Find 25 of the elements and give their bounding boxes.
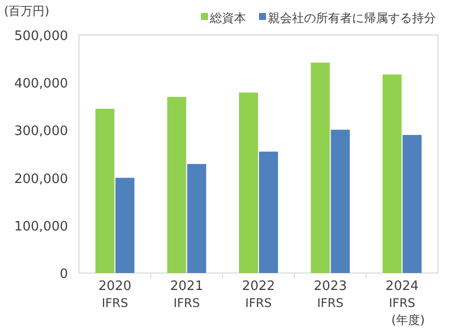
bar (115, 178, 134, 273)
legend-label: 親会社の所有者に帰属する持分 (268, 11, 436, 25)
bar (310, 62, 330, 273)
x-tick-label: 2023 IFRS (314, 279, 347, 310)
legend-label: 総資本 (209, 11, 246, 25)
x-axis-title: (年度) (391, 313, 425, 327)
x-tick-label: 2021 IFRS (170, 279, 204, 310)
x-tick-label: 2020 IFRS (98, 279, 132, 310)
bar (259, 152, 278, 273)
y-axis-title: (百万円) (4, 4, 50, 18)
bar (382, 74, 402, 273)
bar (95, 108, 114, 273)
y-tick-label: 400,000 (14, 76, 68, 92)
bar (330, 130, 350, 273)
bar (402, 134, 422, 273)
y-tick-label: 200,000 (14, 172, 68, 187)
bar (167, 96, 186, 273)
y-tick-label: 100,000 (14, 219, 68, 234)
y-tick-label: 300,000 (14, 124, 68, 140)
y-tick-label: 0 (60, 267, 68, 282)
bar (239, 92, 258, 273)
bar (187, 164, 206, 273)
x-tick-label: 2024 IFRS (386, 279, 419, 310)
y-tick-label: 500,000 (14, 29, 68, 44)
x-tick-label: 2022 IFRS (242, 279, 276, 310)
